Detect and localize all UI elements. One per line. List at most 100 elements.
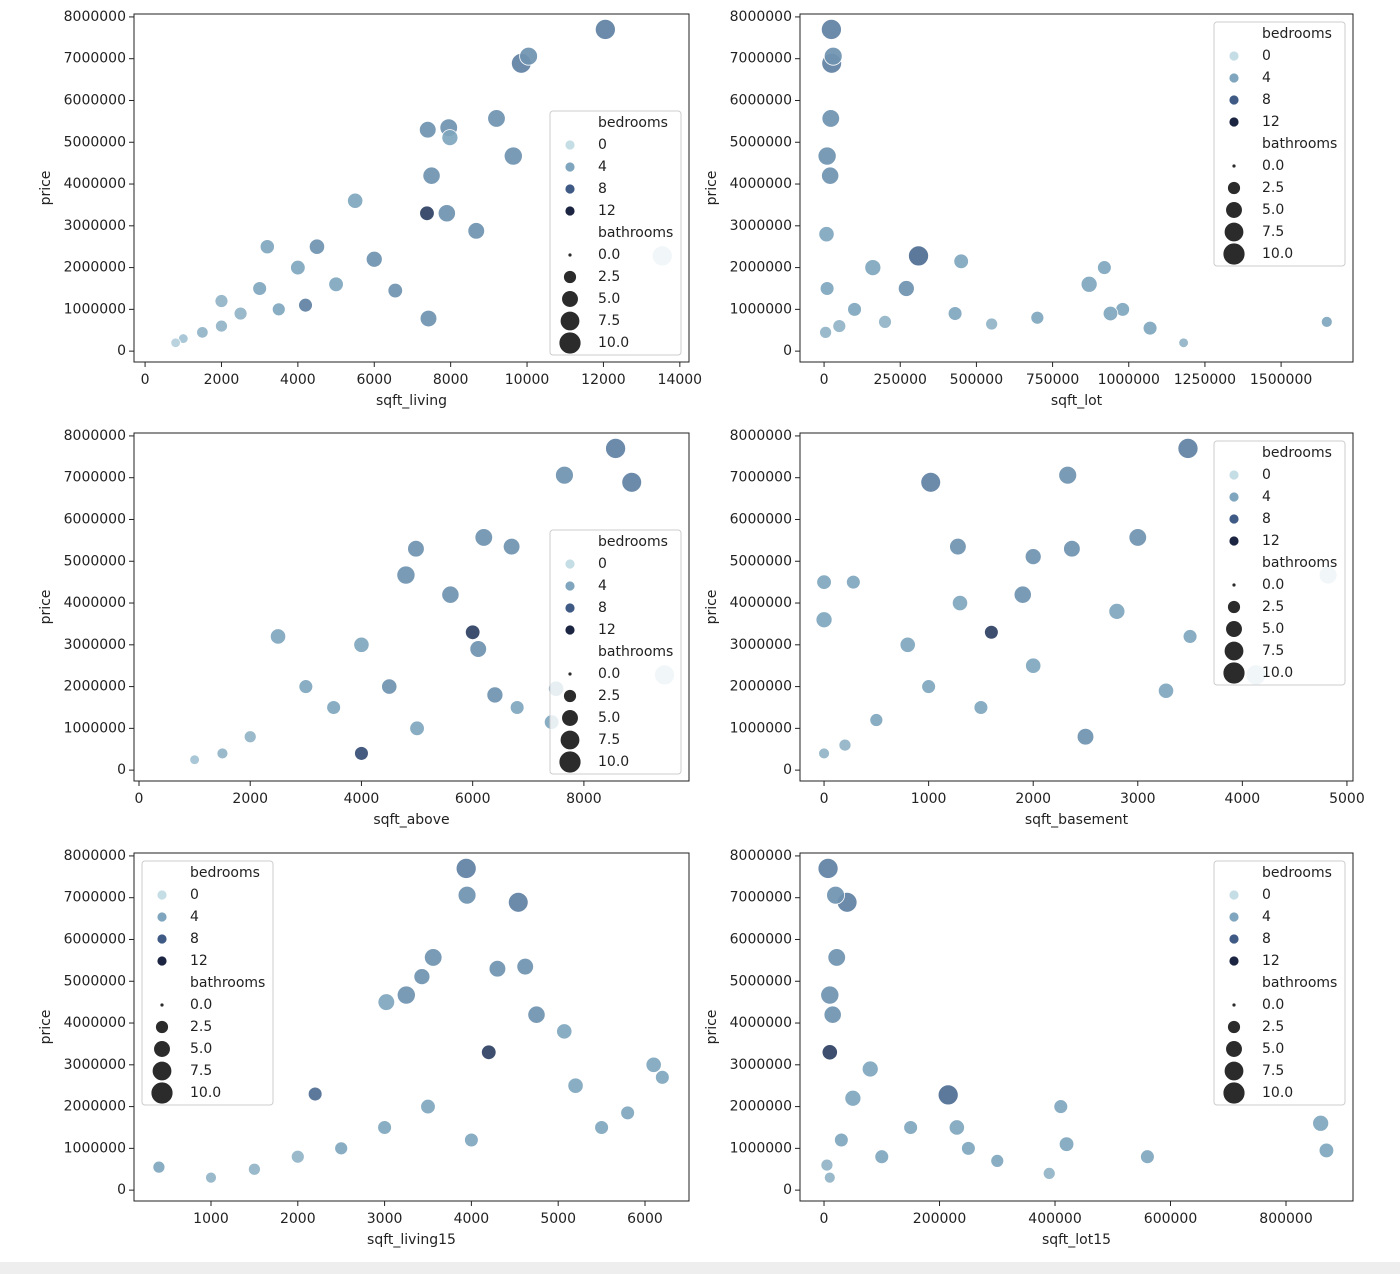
point bbox=[897, 280, 915, 297]
point bbox=[874, 1149, 890, 1165]
point bbox=[817, 146, 837, 166]
point bbox=[422, 166, 441, 185]
legend-box bbox=[1213, 860, 1346, 1106]
legend-label: 4 bbox=[1262, 489, 1271, 505]
legend-label: 12 bbox=[1262, 533, 1280, 549]
point bbox=[464, 1132, 479, 1148]
point bbox=[487, 109, 506, 128]
legend-label: 12 bbox=[1262, 114, 1280, 130]
point bbox=[216, 747, 229, 760]
y-axis-label: price bbox=[704, 171, 720, 206]
y-tick-label: 6000000 bbox=[730, 511, 792, 527]
y-tick-label: 6000000 bbox=[730, 931, 792, 947]
y-tick-label: 1000000 bbox=[730, 1140, 792, 1156]
point bbox=[961, 1141, 976, 1156]
point bbox=[818, 747, 830, 760]
y-tick-label: 4000000 bbox=[64, 1015, 126, 1031]
legend: bedrooms 0 4 8 12 bathrooms 0.0 2.5 5.0 7.5 10.0 bbox=[1213, 440, 1346, 686]
point bbox=[990, 1153, 1005, 1168]
y-tick-label: 3000000 bbox=[64, 218, 126, 234]
point bbox=[1063, 539, 1081, 558]
x-tick-label: 14000 bbox=[658, 372, 703, 388]
point bbox=[821, 166, 840, 185]
y-tick-label: 5000000 bbox=[64, 134, 126, 150]
legend-swatch bbox=[156, 911, 168, 923]
point bbox=[441, 585, 460, 604]
point bbox=[298, 679, 314, 694]
y-tick-label: 8000000 bbox=[730, 428, 792, 444]
y-tick-label: 5000000 bbox=[730, 973, 792, 989]
legend-size-marker bbox=[1227, 181, 1241, 195]
y-tick-label: 5000000 bbox=[730, 134, 792, 150]
point bbox=[488, 959, 507, 978]
legend-label: 12 bbox=[598, 203, 616, 219]
x-tick-label: 6000 bbox=[455, 791, 491, 807]
y-tick-label: 8000000 bbox=[64, 428, 126, 444]
point bbox=[437, 204, 456, 223]
legend-size-marker bbox=[1222, 1081, 1246, 1105]
x-tick-label: 0 bbox=[820, 1211, 829, 1227]
y-tick-label: 4000000 bbox=[730, 176, 792, 192]
y-tick-label: 0 bbox=[117, 343, 126, 359]
point bbox=[409, 720, 425, 737]
y-tick-label: 8000000 bbox=[64, 9, 126, 25]
y-tick-label: 1000000 bbox=[730, 301, 792, 317]
point bbox=[948, 1119, 965, 1136]
legend-label: 12 bbox=[1262, 953, 1280, 969]
y-tick-label: 7000000 bbox=[64, 470, 126, 486]
point bbox=[527, 1005, 546, 1024]
point bbox=[481, 1044, 497, 1060]
point bbox=[307, 1086, 323, 1102]
legend-label: 0 bbox=[1262, 887, 1271, 903]
point bbox=[823, 1005, 842, 1024]
point bbox=[457, 885, 477, 905]
axes-frame bbox=[133, 13, 690, 363]
legend-size-marker bbox=[1223, 221, 1245, 243]
y-tick-label: 6000000 bbox=[64, 931, 126, 947]
legend-size-marker bbox=[559, 729, 581, 751]
point bbox=[834, 1132, 849, 1148]
point bbox=[407, 539, 425, 558]
subplot: 0100000020000003000000400000050000006000… bbox=[704, 428, 1365, 828]
point bbox=[815, 611, 833, 629]
point bbox=[820, 985, 840, 1005]
point bbox=[1312, 1114, 1330, 1132]
legend-label: 5.0 bbox=[598, 710, 620, 726]
legend-label: 7.5 bbox=[1262, 643, 1284, 659]
legend-swatch bbox=[564, 558, 576, 570]
legend-size-marker bbox=[151, 1060, 173, 1082]
point bbox=[985, 317, 999, 331]
point bbox=[396, 985, 416, 1005]
point bbox=[1030, 310, 1045, 325]
x-tick-label: 6000 bbox=[356, 372, 392, 388]
point bbox=[821, 109, 840, 128]
point bbox=[233, 306, 248, 321]
y-tick-label: 5000000 bbox=[730, 553, 792, 569]
legend-swatch bbox=[1228, 933, 1240, 945]
y-tick-label: 8000000 bbox=[64, 848, 126, 864]
x-tick-label: 5000 bbox=[540, 1211, 576, 1227]
subplot: 0100000020000003000000400000050000006000… bbox=[704, 848, 1354, 1248]
legend-swatch bbox=[564, 139, 576, 151]
y-tick-label: 7000000 bbox=[730, 470, 792, 486]
legend: bedrooms 0 4 8 12 bathrooms 0.0 2.5 5.0 7.5 10.0 bbox=[1213, 860, 1346, 1106]
point bbox=[377, 1120, 392, 1135]
legend-label: 0 bbox=[598, 137, 607, 153]
legend-label: 0.0 bbox=[1262, 997, 1284, 1013]
point bbox=[503, 146, 523, 166]
legend-swatch bbox=[564, 205, 576, 217]
y-tick-label: 1000000 bbox=[64, 301, 126, 317]
legend-label: 10.0 bbox=[598, 335, 629, 351]
legend-size-marker bbox=[561, 290, 579, 308]
legend-swatch bbox=[1228, 116, 1240, 128]
subplot: 0100000020000003000000400000050000006000… bbox=[38, 848, 690, 1248]
point bbox=[556, 1023, 573, 1040]
legend-label: 2.5 bbox=[1262, 599, 1284, 615]
point bbox=[620, 1105, 635, 1121]
x-tick-label: 500000 bbox=[950, 372, 1003, 388]
x-tick-label: 0 bbox=[820, 791, 829, 807]
x-tick-label: 2000 bbox=[1015, 791, 1051, 807]
legend-box bbox=[1213, 440, 1346, 686]
point bbox=[1320, 316, 1333, 328]
